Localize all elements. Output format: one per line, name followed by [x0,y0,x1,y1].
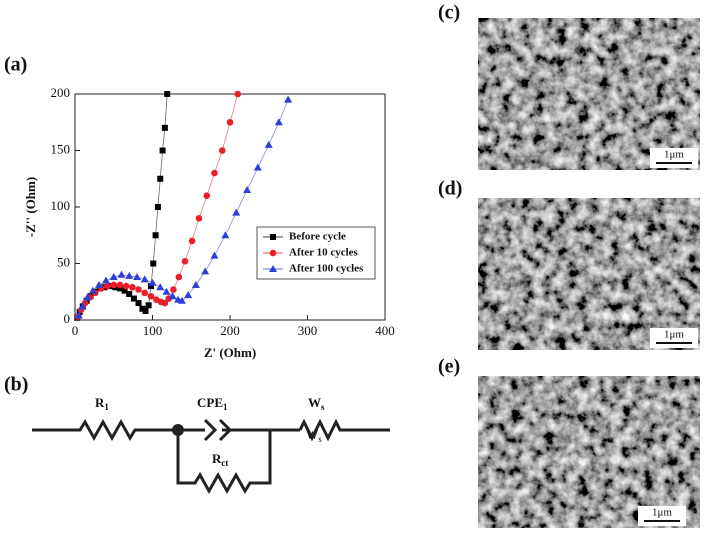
marker [203,192,211,199]
y-tick-label: 200 [51,85,71,100]
marker [264,140,273,148]
circuit-label: Rct [212,451,228,468]
sem-image: 1μm [478,18,700,170]
marker [145,302,152,309]
scale-bar-label: 1μm [664,329,684,341]
sem-image: 1μm [478,198,700,350]
marker [177,296,186,304]
marker [147,283,154,290]
marker [210,251,219,259]
y-tick-label: 100 [51,198,71,213]
marker [195,215,203,222]
x-tick-label: 400 [375,323,395,338]
panel-label: (c) [438,2,460,24]
scale-bar-label: 1μm [664,149,684,161]
marker [161,124,168,131]
marker [152,232,159,239]
marker [284,95,293,103]
marker [142,307,149,314]
legend-label: After 10 cycles [289,247,359,259]
y-tick-label: 50 [57,254,70,269]
marker [170,286,177,293]
x-tick-label: 0 [72,323,79,338]
marker [130,295,137,302]
marker [191,280,200,288]
panel-label: (b) [4,374,28,396]
legend-label: After 100 cycles [289,263,364,275]
marker [188,237,196,245]
marker [133,273,141,281]
y-axis-label: -Z'' (Ohm) [23,177,38,237]
legend-label: Before cycle [289,231,346,243]
x-axis-label: Z' (Ohm) [204,345,256,360]
marker [88,286,97,294]
marker [162,287,171,295]
x-tick-label: 300 [298,323,318,338]
legend-marker [270,234,276,240]
marker [161,299,169,307]
marker [110,281,118,289]
marker [168,292,177,300]
marker [117,270,126,278]
sem-image: 1μm [478,376,700,528]
marker [243,186,252,194]
marker [122,282,130,290]
panel-label: (e) [438,356,460,378]
x-tick-label: 200 [220,323,240,338]
scale-bar-label: 1μm [652,507,672,519]
circuit-label: R1 [95,395,109,412]
marker [95,280,104,288]
y-tick-label: 0 [64,311,71,326]
marker [234,90,242,98]
marker [83,293,92,301]
marker [274,118,283,126]
marker [116,285,123,292]
marker [104,282,111,290]
circuit-label: Ws [308,395,325,412]
x-tick-label: 100 [143,323,163,338]
marker [140,275,149,283]
marker [147,292,155,300]
marker [159,147,166,154]
marker [129,283,136,291]
marker [148,278,157,286]
marker [150,260,157,267]
marker [126,291,133,298]
marker [135,300,142,307]
legend-marker [269,265,277,272]
legend-marker [269,249,277,257]
marker [154,204,161,210]
marker [218,147,226,154]
marker [181,257,189,265]
marker [201,267,210,275]
marker [102,276,110,284]
marker [184,291,193,299]
marker [253,163,262,171]
marker [164,91,171,97]
marker [116,281,124,289]
marker [74,311,83,319]
marker [78,302,87,310]
marker [156,283,165,291]
marker [125,271,134,279]
panel-label: (a) [4,54,27,76]
marker [141,289,149,297]
marker [109,273,118,281]
marker [211,169,218,177]
marker [175,273,183,281]
marker [221,231,230,239]
marker [121,287,128,294]
panel-label: (d) [438,178,462,200]
circuit-label: Ws [306,427,322,444]
marker [157,175,164,182]
marker [226,118,234,126]
y-tick-label: 150 [51,141,71,156]
circuit: R1 CPE1 Ws Rct Ws [32,395,390,495]
marker [139,305,146,312]
marker [135,286,142,293]
circuit-label: CPE1 [197,395,228,412]
marker [232,208,241,216]
